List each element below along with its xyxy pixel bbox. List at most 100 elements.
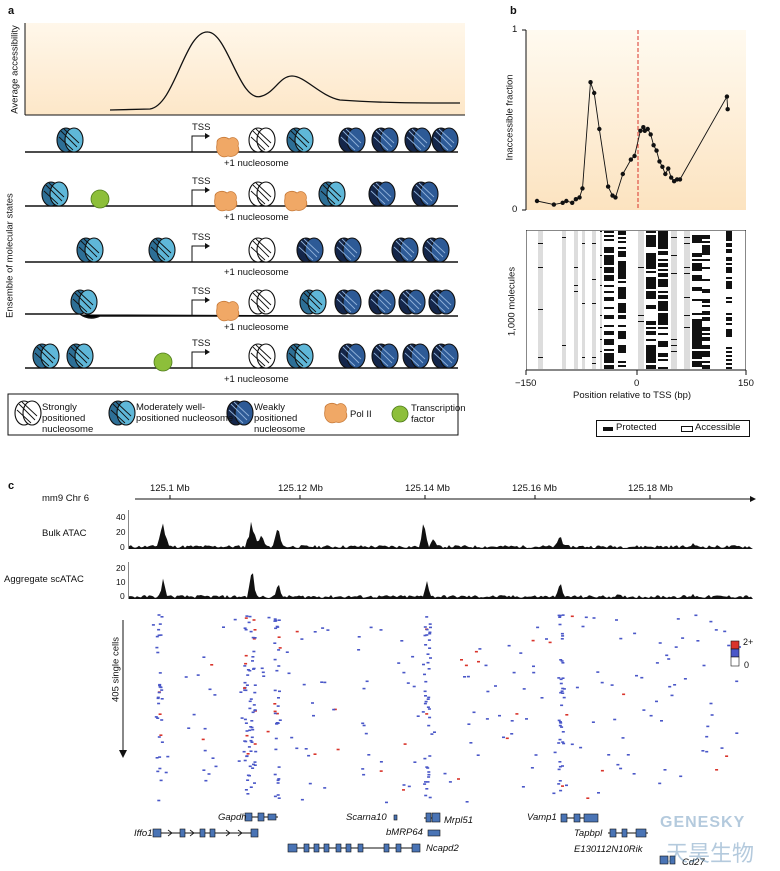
cell-fragment <box>735 732 739 734</box>
cell-fragment <box>557 677 561 679</box>
cell-fragment <box>561 741 565 743</box>
heatmap-protected-cell <box>658 307 668 309</box>
data-point <box>638 128 643 133</box>
cell-fragment <box>158 686 162 688</box>
cell-fragment <box>421 711 425 713</box>
cell-fragment <box>157 691 161 694</box>
cell-fragment <box>362 687 366 690</box>
cell-fragment <box>243 718 247 721</box>
heatmap-protected-cell <box>702 241 710 243</box>
heatmap-protected-cell <box>618 331 626 333</box>
heatmap-protected-cell <box>604 275 614 277</box>
cell-fragment <box>581 625 585 628</box>
heatmap-protected-cell <box>692 355 702 357</box>
cell-fragment <box>201 738 205 741</box>
cell-fragment <box>365 680 369 683</box>
cell-fragment <box>558 616 562 618</box>
cell-fragment <box>362 724 366 727</box>
cell-fragment <box>427 639 431 641</box>
heatmap-protected-cell <box>618 241 626 243</box>
heatmap-protected-cell <box>658 237 668 239</box>
cell-fragment <box>251 767 255 769</box>
heatmap-protected-cell <box>658 319 668 321</box>
cell-fragment <box>357 649 361 651</box>
heatmap-protected-cell <box>538 243 543 244</box>
genome-axis <box>135 495 756 502</box>
heatmap-protected-cell <box>618 261 626 263</box>
cell-fragment <box>273 712 277 715</box>
heatmap-protected-cell <box>692 319 702 321</box>
molecule-heatmap <box>526 230 746 370</box>
heatmap-protected-cell <box>692 237 702 239</box>
heatmap-protected-cell <box>726 245 732 247</box>
cell-fragment <box>705 735 709 738</box>
heatmap-column <box>658 231 668 369</box>
state-row-2 <box>25 181 458 212</box>
heatmap-protected-cell <box>658 235 668 237</box>
cell-fragment <box>667 658 671 660</box>
cell-fragment <box>558 738 562 741</box>
tf-circle <box>153 352 173 372</box>
cell-fragment <box>427 776 431 778</box>
heatmap-protected-cell <box>646 361 656 363</box>
cell-fragment <box>274 737 278 740</box>
cell-fragment <box>273 618 277 620</box>
heatmap-protected-cell <box>646 235 656 237</box>
chart-b-ytick-0: 0 <box>512 204 518 215</box>
heatmap-protected-cell <box>646 263 656 265</box>
cell-fragment <box>196 674 200 676</box>
cell-fragment <box>245 684 249 686</box>
cell-fragment <box>247 621 251 624</box>
heatmap-protected-cell <box>658 263 668 265</box>
cell-fragment <box>277 649 281 651</box>
cell-fragment <box>720 747 724 749</box>
cell-fragment <box>522 688 526 690</box>
cell-fragment <box>460 659 463 661</box>
cell-fragment <box>277 636 281 638</box>
heatmap-protected-cell <box>646 231 656 233</box>
cell-fragment <box>253 743 257 745</box>
cell-fragment <box>424 680 428 683</box>
cell-fragment <box>246 753 250 755</box>
cell-fragment <box>273 773 277 776</box>
cell-fragment <box>561 635 565 637</box>
heatmap-protected-cell <box>658 251 668 253</box>
heatmap-protected-cell <box>646 271 656 273</box>
heatmap-protected-cell <box>692 343 702 345</box>
tss-label: TSS <box>192 338 211 349</box>
cell-fragment <box>696 640 700 642</box>
heatmap-protected-cell <box>562 237 566 238</box>
cell-fragment <box>253 637 257 639</box>
cell-fragment <box>562 688 566 690</box>
data-point <box>564 198 569 204</box>
heatmap-protected-cell <box>618 255 626 257</box>
cell-fragment <box>663 769 667 771</box>
cell-fragment <box>559 659 563 661</box>
heatmap-protected-cell <box>702 351 710 353</box>
heatmap-protected-cell <box>684 243 690 244</box>
cell-fragment <box>715 769 719 771</box>
cell-fragment <box>597 792 600 794</box>
heatmap-protected-cell <box>646 239 656 241</box>
heatmap-protected-cell <box>646 243 656 245</box>
cell-fragment <box>246 779 250 781</box>
heatmap-legend: Protected Accessible <box>596 420 750 437</box>
cell-fragment <box>402 671 406 674</box>
cell-fragment <box>158 623 162 625</box>
cell-fragment <box>557 719 561 722</box>
cell-fragment <box>534 754 538 756</box>
cell-fragment <box>237 760 241 762</box>
bulk-tick: 40 <box>116 512 126 522</box>
cell-fragment <box>519 652 523 654</box>
heatmap-protected-cell <box>604 299 614 301</box>
state-row-3 <box>25 237 458 263</box>
cell-fragment <box>250 720 254 722</box>
heatmap-protected-cell <box>618 333 626 335</box>
cell-fragment <box>336 748 340 751</box>
cell-fragment <box>558 721 562 723</box>
cell-fragment <box>429 657 432 659</box>
cell-fragment <box>558 761 562 763</box>
heatmap-protected-cell <box>618 291 626 293</box>
genome-label: mm9 Chr 6 <box>42 493 89 504</box>
heatmap-protected-cell <box>646 265 656 267</box>
